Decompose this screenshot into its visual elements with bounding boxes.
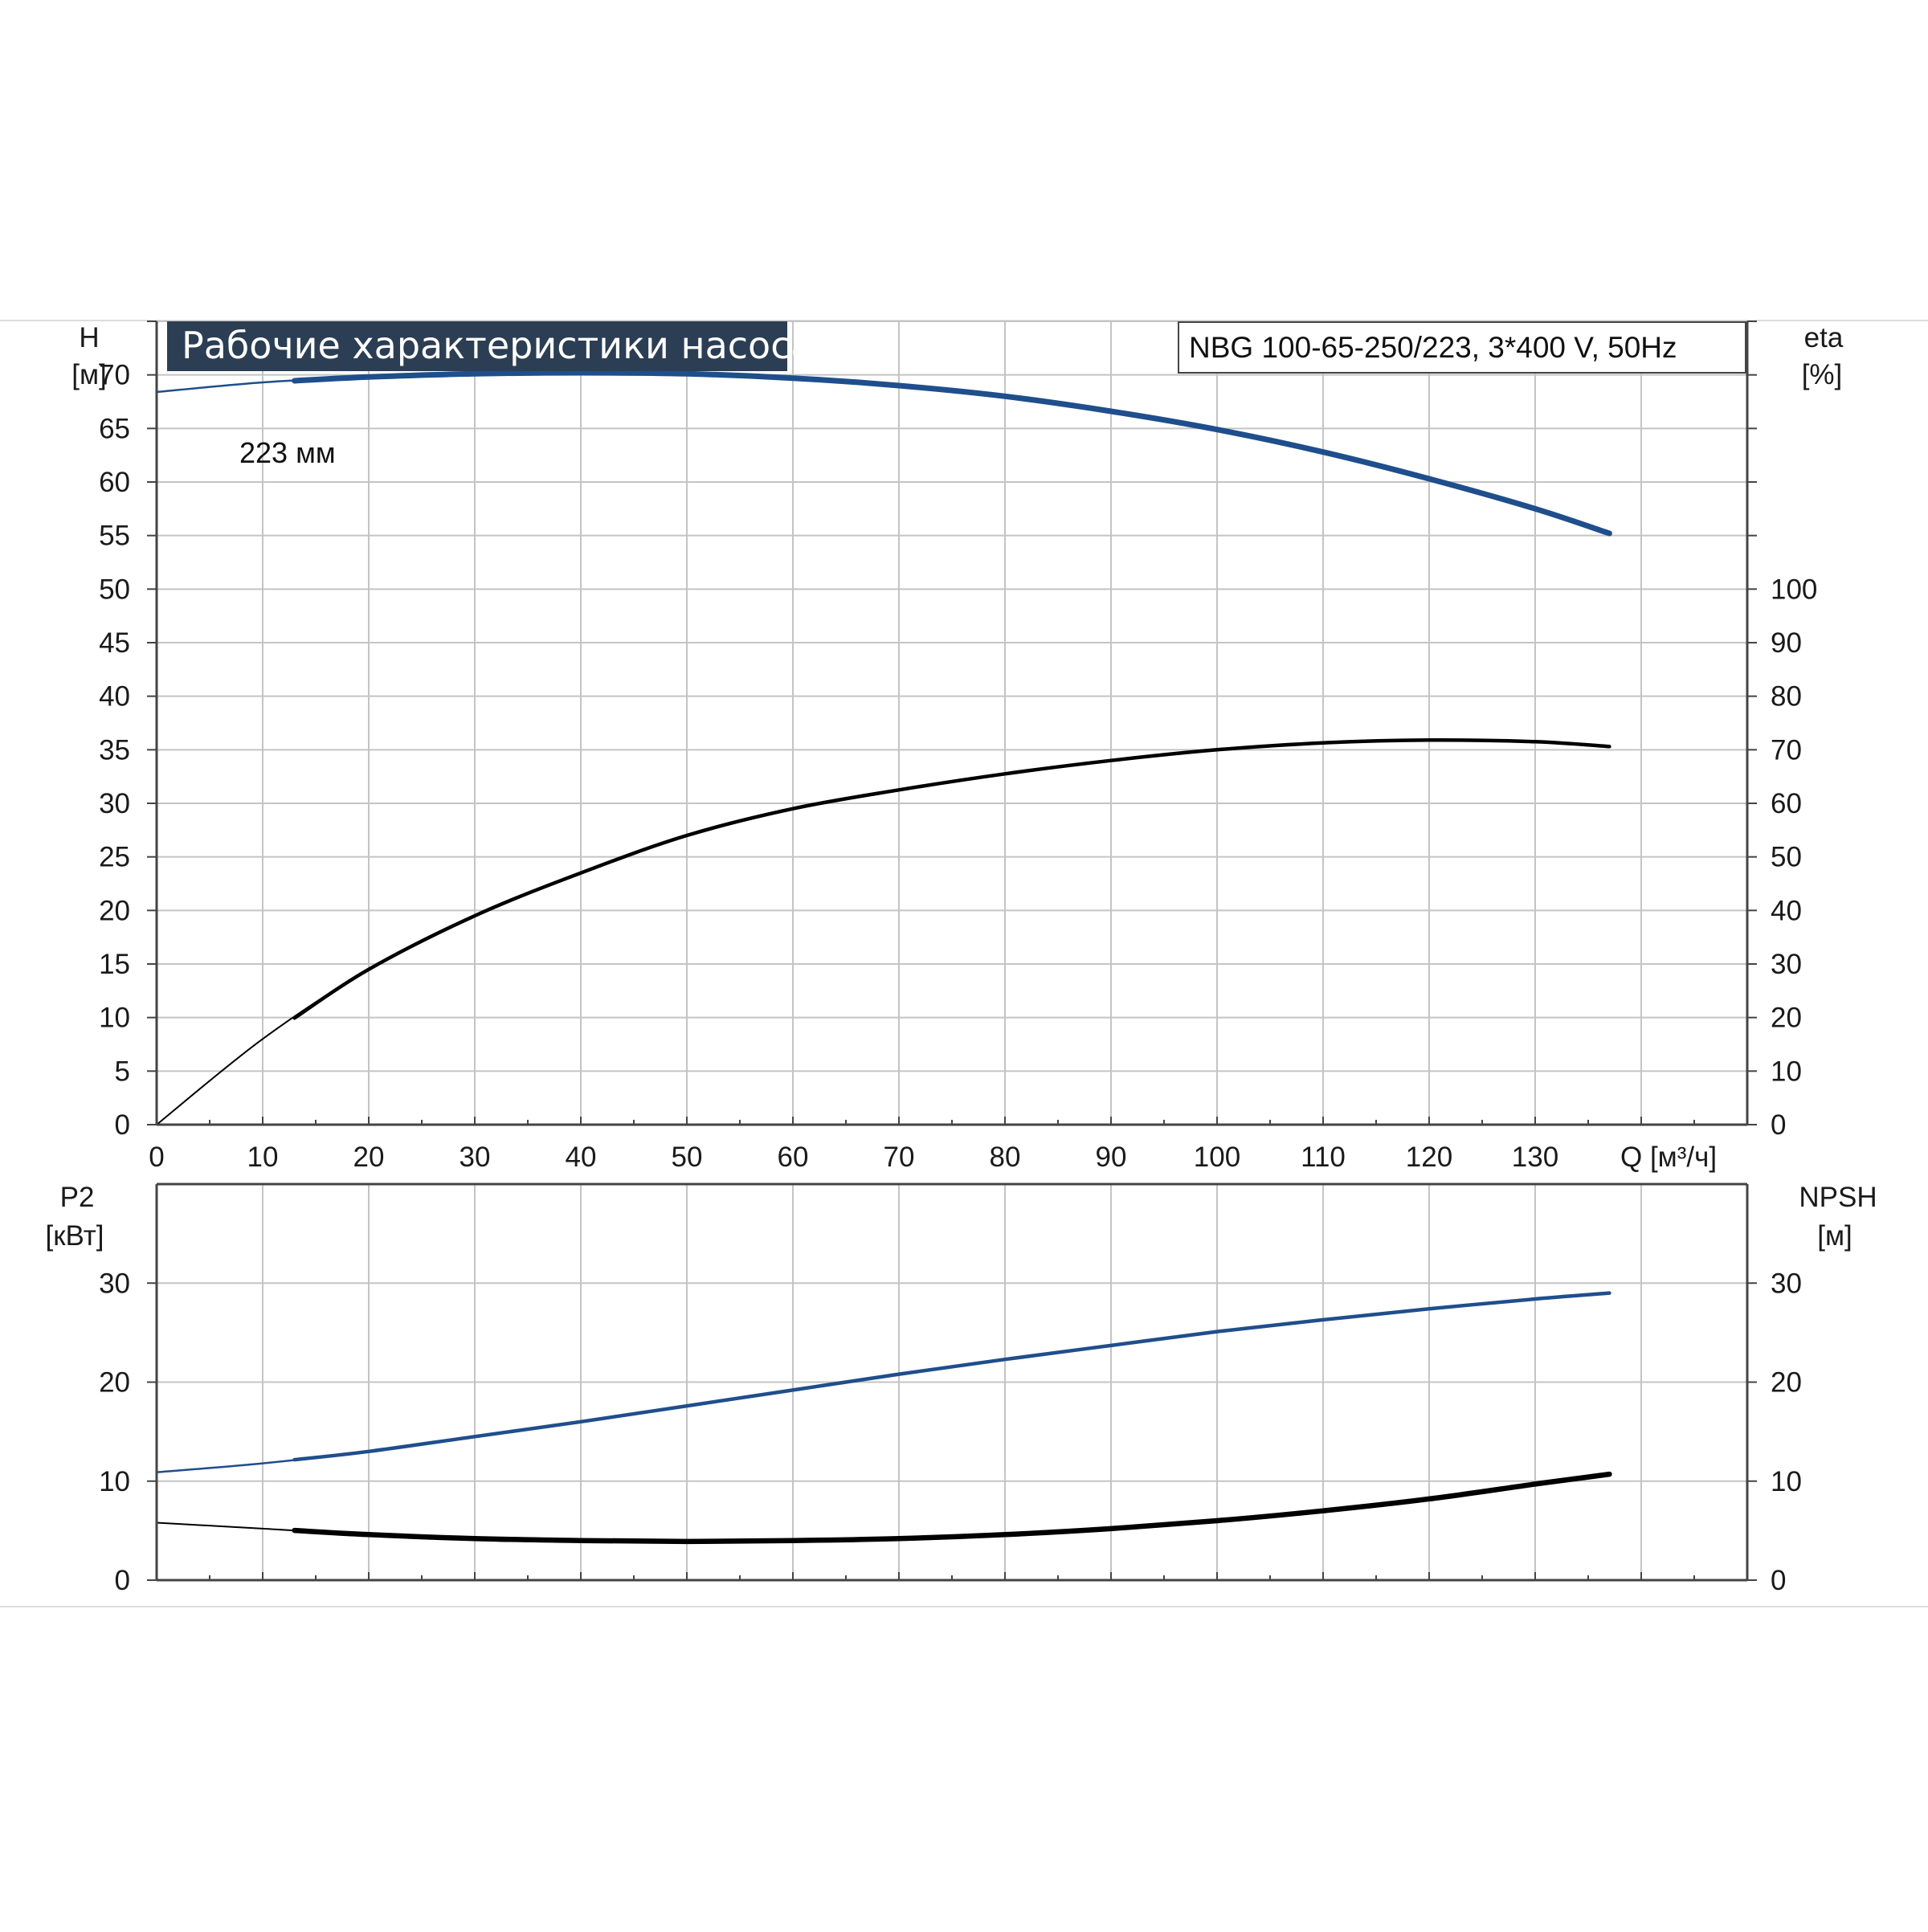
- upper-left-tick-label: 35: [99, 734, 130, 766]
- x-tick-label: 60: [778, 1142, 809, 1173]
- head-curve-thin: [155, 371, 1611, 535]
- power-curve: [292, 1291, 1611, 1462]
- upper-left-tick-label: 70: [99, 360, 130, 391]
- chart-title-background: [167, 321, 787, 371]
- x-tick-label: 10: [247, 1142, 279, 1173]
- efficiency-curve: [292, 738, 1611, 1020]
- upper-right-tick-label: 0: [1771, 1109, 1786, 1141]
- upper-right-tick-label: 90: [1771, 627, 1802, 659]
- x-tick-label: 130: [1512, 1142, 1558, 1173]
- head-curve-label: 223 мм: [239, 436, 336, 469]
- upper-left-tick-label: 65: [99, 413, 130, 444]
- upper-left-tick-label: 15: [99, 949, 130, 980]
- upper-left-tick-label: 10: [99, 1003, 130, 1034]
- upper-left-tick-label: 25: [99, 842, 130, 873]
- upper-left-tick-label: 60: [99, 467, 130, 498]
- lower-right-axis-label: NPSH: [1799, 1182, 1877, 1213]
- lower-right-tick-label: 30: [1771, 1268, 1802, 1299]
- model-label: NBG 100-65-250/223, 3*400 V, 50Hz: [1189, 331, 1677, 364]
- x-tick-label: 20: [353, 1142, 385, 1173]
- upper-left-tick-label: 55: [99, 521, 130, 552]
- lower-right-tick-label: 10: [1771, 1466, 1802, 1497]
- lower-right-tick-label: 20: [1771, 1367, 1802, 1399]
- lower-right-axis-unit: [м]: [1817, 1220, 1852, 1252]
- x-tick-label: 110: [1301, 1142, 1346, 1173]
- npsh-curve-thin: [156, 1473, 1611, 1542]
- lower-left-tick-label: 20: [99, 1367, 130, 1399]
- lower-left-tick-label: 30: [99, 1268, 130, 1299]
- upper-left-tick-label: 0: [115, 1109, 130, 1141]
- upper-right-tick-label: 80: [1771, 681, 1802, 713]
- upper-right-tick-label: 10: [1771, 1056, 1802, 1087]
- lower-right-tick-label: 0: [1771, 1565, 1786, 1596]
- upper-right-tick-label: 60: [1771, 788, 1802, 819]
- lower-left-tick-label: 0: [115, 1565, 130, 1596]
- x-tick-label: 120: [1406, 1142, 1452, 1173]
- x-tick-label: 50: [672, 1142, 703, 1173]
- upper-right-tick-label: 40: [1771, 895, 1802, 926]
- upper-left-tick-label: 45: [99, 627, 130, 659]
- efficiency-curve-thin: [156, 739, 1611, 1125]
- x-tick-label: 40: [566, 1142, 597, 1173]
- axes-layer: [147, 321, 1757, 1582]
- lower-left-tick-label: 10: [99, 1466, 130, 1497]
- lower-panel-grid: [157, 1184, 1747, 1580]
- upper-left-axis-unit: [м]: [71, 359, 107, 390]
- upper-right-tick-label: 70: [1771, 734, 1802, 766]
- upper-right-tick-label: 20: [1771, 1003, 1802, 1034]
- x-tick-label: 100: [1194, 1142, 1240, 1173]
- upper-left-axis-label: H: [79, 322, 99, 353]
- upper-panel-grid: [157, 321, 1747, 1125]
- x-tick-label: 70: [884, 1142, 915, 1173]
- x-tick-label: 0: [149, 1142, 164, 1173]
- x-axis-label: Q [м³/ч]: [1620, 1142, 1717, 1173]
- head-curve: [292, 370, 1612, 537]
- upper-right-tick-label: 30: [1771, 949, 1802, 980]
- npsh-curve: [292, 1471, 1612, 1545]
- x-tick-label: 90: [1096, 1142, 1127, 1173]
- curves-layer: [155, 370, 1612, 1545]
- upper-left-tick-label: 5: [115, 1056, 130, 1087]
- upper-right-tick-label: 50: [1771, 842, 1802, 873]
- upper-left-tick-label: 50: [99, 574, 130, 605]
- upper-left-tick-label: 30: [99, 788, 130, 819]
- x-tick-label: 80: [990, 1142, 1021, 1173]
- lower-left-axis-label: P2: [60, 1182, 95, 1213]
- upper-right-axis-unit: [%]: [1802, 359, 1843, 390]
- upper-left-tick-label: 40: [99, 681, 130, 713]
- upper-right-axis-label: eta: [1804, 322, 1844, 353]
- lower-left-axis-unit: [кВт]: [46, 1220, 104, 1252]
- upper-right-tick-label: 100: [1771, 574, 1817, 605]
- model-label-box: [1178, 321, 1746, 374]
- x-tick-label: 30: [460, 1142, 491, 1173]
- tick-labels-layer: 0 5 10 15 20 25 30 35 40 45 50 55 60 65 70 0 10 20 30 40 50 6…: [99, 360, 1817, 1596]
- upper-left-tick-label: 20: [99, 895, 130, 926]
- chart-title: Рабочие характеристики насоса: [182, 324, 814, 367]
